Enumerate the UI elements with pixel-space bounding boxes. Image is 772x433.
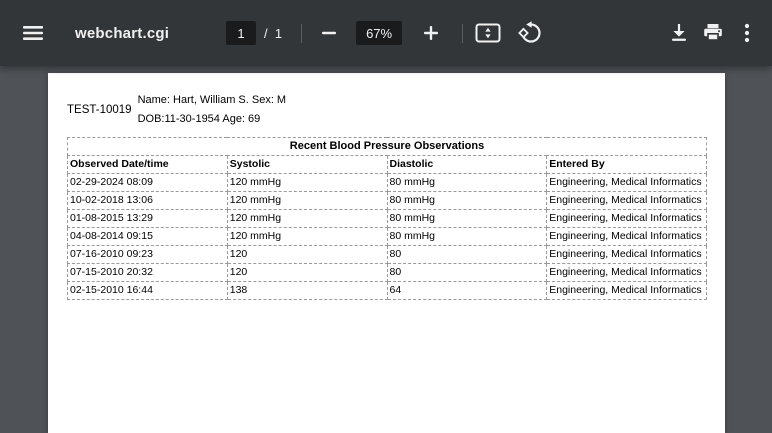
table-row: 02-15-2010 16:44 138 64 Engineering, Medica…	[67, 281, 707, 300]
toolbar-right-group	[662, 0, 764, 66]
table-cell: 10-02-2018 13:06	[67, 191, 228, 210]
table-cell: 80 mmHg	[386, 173, 548, 192]
toolbar-divider	[301, 23, 303, 43]
toolbar-left-group: webchart.cgi	[16, 0, 169, 66]
fit-to-page-button[interactable]	[471, 16, 505, 50]
patient-name-line: Name: Hart, William S. Sex: M	[137, 94, 287, 106]
print-icon	[701, 21, 725, 45]
table-cell: 07-16-2010 09:23	[67, 245, 228, 264]
table-cell: 02-29-2024 08:09	[67, 173, 228, 192]
plus-icon	[419, 21, 443, 45]
table-title: Recent Blood Pressure Observations	[67, 137, 707, 156]
patient-header: TEST-10019 Name: Hart, William S. Sex: M…	[67, 91, 286, 129]
table-cell: Engineering, Medical Informatics	[546, 227, 707, 246]
zoom-out-button[interactable]	[312, 16, 346, 50]
table-cell: 120 mmHg	[226, 209, 388, 228]
table-title-row: Recent Blood Pressure Observations	[67, 137, 707, 156]
table-cell: 80 mmHg	[386, 227, 548, 246]
table-row: 04-08-2014 09:15 120 mmHg 80 mmHg Engineeri…	[67, 227, 707, 246]
table-header-row: Observed Date/time Systolic Diastolic Enter…	[67, 155, 707, 174]
table-cell: 120 mmHg	[226, 191, 388, 210]
column-header: Systolic	[226, 155, 388, 174]
fit-to-page-icon	[475, 21, 501, 45]
table-cell: Engineering, Medical Informatics	[546, 191, 707, 210]
table-cell: 01-08-2015 13:29	[67, 209, 228, 228]
table-cell: 120	[226, 245, 388, 264]
table-cell: Engineering, Medical Informatics	[546, 263, 707, 282]
kebab-menu-icon	[736, 21, 758, 45]
table-row: 07-15-2010 20:32 120 80 Engineering, Medica…	[67, 263, 707, 282]
more-options-button[interactable]	[730, 16, 764, 50]
bp-table: Recent Blood Pressure Observations Observ…	[67, 137, 707, 300]
document-title: webchart.cgi	[75, 24, 170, 42]
patient-id: TEST-10019	[67, 104, 132, 116]
table-cell: 120 mmHg	[226, 227, 388, 246]
table-cell: Engineering, Medical Informatics	[546, 209, 707, 228]
table-row: 10-02-2018 13:06 120 mmHg 80 mmHg Engineeri…	[67, 191, 707, 210]
zoom-in-button[interactable]	[414, 16, 448, 50]
column-header: Diastolic	[386, 155, 548, 174]
table-cell: 80 mmHg	[386, 191, 548, 210]
table-cell: 64	[386, 281, 548, 300]
page-count-label: / 1	[264, 25, 283, 41]
table-cell: 120 mmHg	[226, 173, 388, 192]
pdf-toolbar: webchart.cgi 1 / 1 67%	[0, 0, 772, 66]
rotate-button[interactable]	[513, 16, 547, 50]
print-button[interactable]	[696, 16, 730, 50]
pdf-page: TEST-10019 Name: Hart, William S. Sex: M…	[48, 73, 725, 433]
column-header: Observed Date/time	[67, 155, 228, 174]
page-number-input[interactable]: 1	[226, 21, 256, 45]
table-cell: 120	[226, 263, 388, 282]
table-row: 02-29-2024 08:09 120 mmHg 80 mmHg Engineeri…	[67, 173, 707, 192]
table-cell: 07-15-2010 20:32	[67, 263, 228, 282]
download-icon	[667, 21, 691, 45]
toolbar-center-group: 1 / 1 67%	[226, 0, 547, 66]
minus-icon	[317, 21, 341, 45]
table-cell: Engineering, Medical Informatics	[546, 245, 707, 264]
table-cell: Engineering, Medical Informatics	[546, 281, 707, 300]
menu-button[interactable]	[16, 16, 50, 50]
table-cell: 80	[386, 245, 548, 264]
download-button[interactable]	[662, 16, 696, 50]
table-cell: 80	[386, 263, 548, 282]
patient-dob-line: DOB:11-30-1954 Age: 69	[137, 113, 261, 125]
table-cell: 80 mmHg	[386, 209, 548, 228]
toolbar-divider	[462, 23, 464, 43]
rotate-counterclockwise-icon	[517, 20, 543, 46]
zoom-level-input[interactable]: 67%	[356, 21, 403, 45]
table-row: 01-08-2015 13:29 120 mmHg 80 mmHg Engineeri…	[67, 209, 707, 228]
table-cell: 04-08-2014 09:15	[67, 227, 228, 246]
patient-demographics: Name: Hart, William S. Sex: M DOB:11-30-…	[138, 91, 287, 129]
table-cell: 138	[226, 281, 388, 300]
hamburger-menu-icon	[21, 21, 45, 45]
column-header: Entered By	[546, 155, 707, 174]
table-row: 07-16-2010 09:23 120 80 Engineering, Medica…	[67, 245, 707, 264]
table-cell: 02-15-2010 16:44	[67, 281, 228, 300]
table-cell: Engineering, Medical Informatics	[546, 173, 707, 192]
